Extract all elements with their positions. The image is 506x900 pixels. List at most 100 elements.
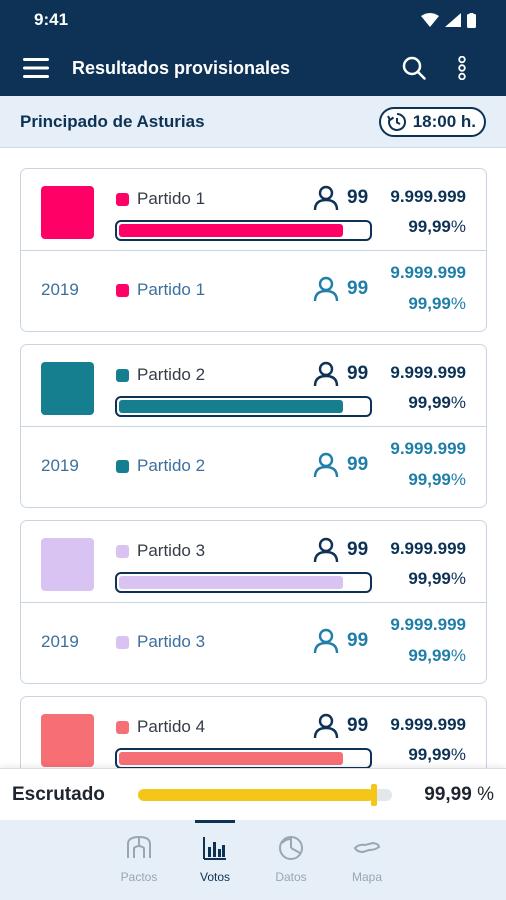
party-vote-bar bbox=[115, 396, 372, 417]
bottom-navigation: Pactos Votos Datos Mapa bbox=[0, 820, 506, 900]
party-color-dot bbox=[116, 636, 129, 649]
percentage-value: 99,99 bbox=[408, 569, 451, 588]
party-vote-bar bbox=[115, 748, 372, 769]
scrutiny-percent: 99,99 bbox=[424, 783, 472, 805]
party-color-dot bbox=[116, 193, 129, 206]
party-card[interactable]: Partido 3 99 9.999.999 99,99% 2019 Partido 3 9… bbox=[20, 520, 487, 684]
percentage-unit: % bbox=[450, 393, 466, 412]
party-previous-row: 2019 Partido 1 99 9.999.999 99,99% bbox=[21, 251, 486, 331]
seats-value: 99 bbox=[347, 539, 369, 560]
party-vote-bar bbox=[115, 572, 372, 593]
nav-votos[interactable]: Votos bbox=[177, 820, 253, 900]
seats-count: 99 bbox=[313, 361, 368, 387]
search-icon bbox=[402, 56, 426, 80]
seats-value: 99 bbox=[347, 630, 369, 651]
party-vote-bar-fill bbox=[119, 576, 344, 589]
battery-icon bbox=[467, 12, 476, 28]
party-current-row: Partido 1 99 9.999.999 99,99% bbox=[21, 169, 486, 251]
party-current-row: Partido 3 99 9.999.999 99,99% bbox=[21, 521, 486, 603]
person-icon bbox=[313, 185, 339, 211]
more-options-button[interactable] bbox=[438, 40, 486, 96]
seats-value: 99 bbox=[347, 278, 369, 299]
party-name: Partido 4 bbox=[137, 717, 206, 736]
percentage-value: 99,99 bbox=[408, 646, 451, 665]
time-label: 18:00 h. bbox=[412, 111, 476, 131]
history-icon bbox=[386, 112, 406, 131]
percentage-unit: % bbox=[450, 646, 466, 665]
votes-count: 9.999.999 bbox=[390, 539, 466, 558]
app-bar: Resultados provisionales bbox=[0, 40, 506, 96]
percentage-value: 99,99 bbox=[408, 745, 451, 764]
map-icon bbox=[353, 841, 381, 854]
party-results-list: Partido 1 99 9.999.999 99,99% 2019 Partido 1 9… bbox=[20, 168, 487, 792]
pacts-icon bbox=[127, 835, 151, 858]
party-color-dot bbox=[116, 460, 129, 473]
vote-percentage: 99,99% bbox=[408, 470, 466, 490]
active-tab-indicator bbox=[195, 820, 235, 823]
person-icon bbox=[313, 276, 339, 302]
percentage-value: 99,99 bbox=[408, 217, 451, 236]
percentage-value: 99,99 bbox=[408, 393, 451, 412]
party-current-row: Partido 4 99 9.999.999 99,99% bbox=[21, 697, 486, 779]
vote-percentage: 99,99% bbox=[408, 393, 466, 413]
seats-value: 99 bbox=[347, 454, 369, 475]
seats-count: 99 bbox=[313, 537, 368, 563]
party-vote-bar-fill bbox=[119, 224, 344, 237]
nav-label: Pactos bbox=[120, 870, 158, 884]
nav-label: Votos bbox=[199, 870, 231, 884]
person-icon bbox=[313, 713, 339, 739]
seats-count: 99 bbox=[313, 276, 368, 302]
percentage-unit: % bbox=[450, 569, 466, 588]
party-logo bbox=[41, 186, 94, 239]
time-selector[interactable]: 18:00 h. bbox=[378, 106, 486, 137]
party-vote-bar-fill bbox=[119, 400, 344, 413]
seats-count: 99 bbox=[313, 452, 368, 478]
party-name: Partido 2 bbox=[137, 456, 206, 475]
votes-chart-icon bbox=[203, 837, 226, 860]
nav-mapa[interactable]: Mapa bbox=[329, 820, 405, 900]
party-logo bbox=[41, 538, 94, 591]
seats-value: 99 bbox=[347, 363, 369, 384]
vote-percentage: 99,99% bbox=[408, 646, 466, 666]
party-vote-bar bbox=[115, 220, 372, 241]
party-name: Partido 2 bbox=[137, 365, 206, 384]
seats-count: 99 bbox=[313, 185, 368, 211]
scrutiny-progress-fill bbox=[138, 788, 375, 801]
votes-count: 9.999.999 bbox=[390, 439, 466, 458]
percentage-value: 99,99 bbox=[408, 470, 451, 489]
region-header: Principado de Asturias 18:00 h. bbox=[0, 96, 506, 148]
votes-count: 9.999.999 bbox=[390, 363, 466, 382]
nav-label: Mapa bbox=[351, 870, 383, 884]
signal-icon bbox=[445, 13, 461, 27]
percentage-value: 99,99 bbox=[408, 294, 451, 313]
party-color-dot bbox=[116, 284, 129, 297]
person-icon bbox=[313, 361, 339, 387]
party-previous-row: 2019 Partido 3 99 9.999.999 99,99% bbox=[21, 603, 486, 683]
votes-count: 9.999.999 bbox=[390, 263, 466, 282]
more-vert-icon bbox=[458, 56, 466, 80]
menu-button[interactable] bbox=[0, 40, 72, 96]
nav-datos[interactable]: Datos bbox=[253, 820, 329, 900]
party-card[interactable]: Partido 2 99 9.999.999 99,99% 2019 Partido 2 9… bbox=[20, 344, 487, 508]
menu-icon bbox=[23, 58, 49, 78]
party-color-dot bbox=[116, 721, 129, 734]
vote-percentage: 99,99% bbox=[408, 745, 466, 765]
party-color-dot bbox=[116, 369, 129, 382]
votes-count: 9.999.999 bbox=[390, 715, 466, 734]
status-icons bbox=[421, 12, 476, 28]
nav-pactos[interactable]: Pactos bbox=[101, 820, 177, 900]
party-previous-row: 2019 Partido 2 99 9.999.999 99,99% bbox=[21, 427, 486, 507]
party-name: Partido 1 bbox=[137, 189, 206, 208]
data-pie-icon bbox=[279, 836, 303, 860]
wifi-icon bbox=[421, 13, 439, 27]
status-time: 9:41 bbox=[34, 10, 69, 29]
scrutiny-label: Escrutado bbox=[12, 783, 105, 805]
party-card[interactable]: Partido 1 99 9.999.999 99,99% 2019 Partido 1 9… bbox=[20, 168, 487, 332]
seats-count: 99 bbox=[313, 713, 368, 739]
previous-year: 2019 bbox=[41, 632, 79, 651]
party-logo bbox=[41, 362, 94, 415]
votes-count: 9.999.999 bbox=[390, 615, 466, 634]
search-button[interactable] bbox=[390, 40, 438, 96]
scrutiny-unit: % bbox=[477, 783, 494, 805]
previous-year: 2019 bbox=[41, 456, 79, 475]
